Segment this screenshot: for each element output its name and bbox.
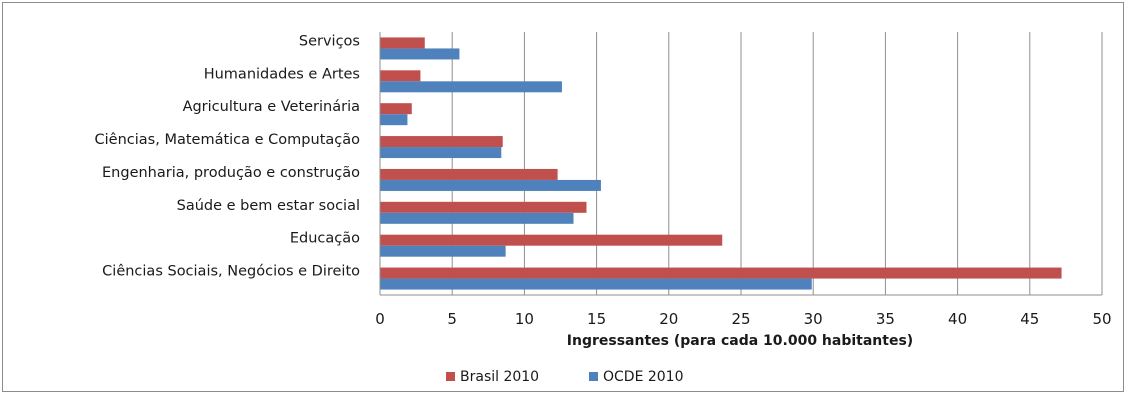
bar-ocde (380, 179, 601, 191)
bar-ocde (380, 81, 562, 93)
gridlines (451, 32, 1103, 295)
bar-brasil (380, 37, 425, 49)
legend-label: OCDE 2010 (603, 369, 684, 385)
legend-swatch (446, 372, 455, 381)
category-label: Serviços (299, 33, 360, 49)
x-tick-label: 20 (659, 310, 678, 328)
bar-brasil (380, 267, 1062, 279)
x-tick-label: 10 (515, 310, 534, 328)
legend-label: Brasil 2010 (460, 369, 539, 385)
bar-ocde (380, 147, 502, 159)
x-tick-label: 0 (375, 310, 385, 328)
bars (380, 37, 1062, 290)
category-label: Humanidades e Artes (204, 66, 360, 82)
x-tick-label: 15 (587, 310, 606, 328)
axes (379, 32, 1102, 296)
bar-ocde (380, 114, 408, 126)
category-label: Engenharia, produção e construção (102, 165, 360, 181)
category-label: Ciências Sociais, Negócios e Direito (102, 264, 360, 280)
bar-ocde (380, 48, 460, 60)
category-label: Saúde e bem estar social (177, 198, 360, 214)
category-label: Educação (290, 231, 360, 247)
bar-ocde (380, 278, 812, 290)
x-tick-label: 40 (948, 310, 967, 328)
x-axis-title: Ingressantes (para cada 10.000 habitante… (567, 333, 913, 349)
category-labels: Serviços Humanidades e Artes Agricultura e… (95, 33, 361, 279)
bar-brasil (380, 234, 723, 246)
category-label: Agricultura e Veterinária (183, 99, 360, 115)
x-tick-label: 25 (731, 310, 750, 328)
x-tick-label: 50 (1092, 310, 1111, 328)
bar-brasil (380, 70, 421, 82)
bar-ocde (380, 245, 506, 257)
bar-brasil (380, 201, 587, 213)
x-tick-label: 45 (1020, 310, 1039, 328)
legend: Brasil 2010 OCDE 2010 (446, 369, 684, 385)
chart-frame (2, 2, 1124, 392)
x-tick-label: 35 (876, 310, 895, 328)
tick-labels: 0 5 10 15 20 25 30 35 40 45 50 (375, 310, 1111, 328)
x-tick-label: 30 (804, 310, 823, 328)
x-tick-label: 5 (447, 310, 457, 328)
bar-brasil (380, 136, 503, 148)
legend-swatch (589, 372, 598, 381)
bar-brasil (380, 103, 412, 115)
category-label: Ciências, Matemática e Computação (95, 132, 361, 148)
bar-brasil (380, 168, 558, 180)
bar-ocde (380, 212, 574, 224)
